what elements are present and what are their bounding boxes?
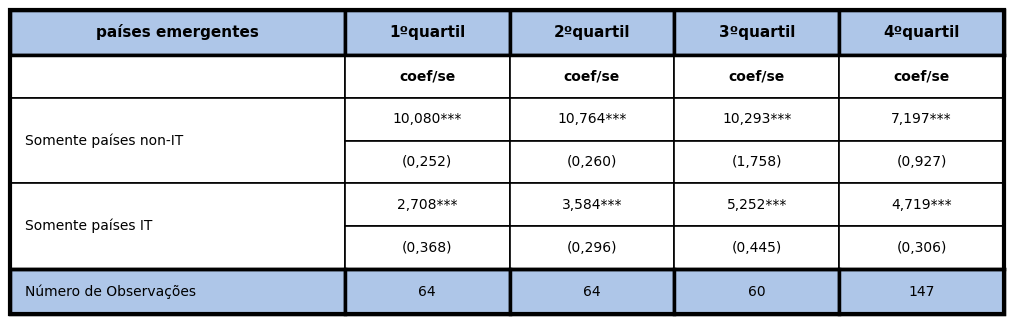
- Text: 10,293***: 10,293***: [722, 112, 791, 126]
- Text: (0,252): (0,252): [402, 155, 452, 169]
- Text: coef/se: coef/se: [893, 69, 949, 84]
- Text: 3,584***: 3,584***: [562, 198, 623, 212]
- Bar: [674, 10, 840, 55]
- Text: 10,080***: 10,080***: [392, 112, 461, 126]
- Bar: [840, 98, 1004, 141]
- Bar: [840, 10, 1004, 55]
- Text: 3ºquartil: 3ºquartil: [719, 25, 795, 40]
- Bar: [674, 98, 840, 141]
- Text: 4ºquartil: 4ºquartil: [883, 25, 959, 40]
- Bar: [345, 226, 509, 269]
- Bar: [840, 183, 1004, 226]
- Bar: [674, 269, 840, 314]
- Text: 60: 60: [748, 284, 766, 299]
- Bar: [345, 269, 509, 314]
- Bar: [345, 10, 509, 55]
- Text: 2,708***: 2,708***: [396, 198, 457, 212]
- Bar: [345, 98, 509, 141]
- Bar: [10, 269, 345, 314]
- Bar: [345, 141, 509, 183]
- Text: 10,764***: 10,764***: [558, 112, 627, 126]
- Text: 64: 64: [419, 284, 436, 299]
- Bar: [10, 98, 345, 183]
- Text: (0,445): (0,445): [731, 240, 782, 255]
- Text: 1ºquartil: 1ºquartil: [389, 25, 465, 40]
- Bar: [345, 183, 509, 226]
- Bar: [674, 226, 840, 269]
- Bar: [674, 183, 840, 226]
- Bar: [509, 55, 674, 98]
- Bar: [840, 55, 1004, 98]
- Text: 2ºquartil: 2ºquartil: [554, 25, 630, 40]
- Text: coef/se: coef/se: [400, 69, 455, 84]
- Text: 5,252***: 5,252***: [726, 198, 787, 212]
- Text: coef/se: coef/se: [564, 69, 620, 84]
- Text: (0,260): (0,260): [567, 155, 618, 169]
- Bar: [840, 141, 1004, 183]
- Bar: [509, 141, 674, 183]
- Text: (0,368): (0,368): [402, 240, 452, 255]
- Bar: [509, 269, 674, 314]
- Text: países emergentes: países emergentes: [96, 24, 259, 40]
- Bar: [345, 55, 509, 98]
- Bar: [674, 141, 840, 183]
- Text: (0,306): (0,306): [896, 240, 947, 255]
- Bar: [509, 98, 674, 141]
- Bar: [509, 226, 674, 269]
- Bar: [674, 55, 840, 98]
- Bar: [10, 183, 345, 269]
- Text: Somente países non-IT: Somente países non-IT: [25, 133, 184, 148]
- Text: 147: 147: [909, 284, 935, 299]
- Text: 7,197***: 7,197***: [891, 112, 952, 126]
- Text: (0,927): (0,927): [896, 155, 947, 169]
- Text: 64: 64: [583, 284, 600, 299]
- Bar: [509, 183, 674, 226]
- Text: Número de Observações: Número de Observações: [25, 284, 197, 299]
- Bar: [509, 10, 674, 55]
- Text: (0,296): (0,296): [567, 240, 618, 255]
- Text: coef/se: coef/se: [729, 69, 785, 84]
- Text: 4,719***: 4,719***: [891, 198, 952, 212]
- Bar: [840, 226, 1004, 269]
- Bar: [840, 269, 1004, 314]
- Bar: [10, 55, 345, 98]
- Text: (1,758): (1,758): [731, 155, 782, 169]
- Bar: [10, 10, 345, 55]
- Text: Somente países IT: Somente países IT: [25, 219, 153, 233]
